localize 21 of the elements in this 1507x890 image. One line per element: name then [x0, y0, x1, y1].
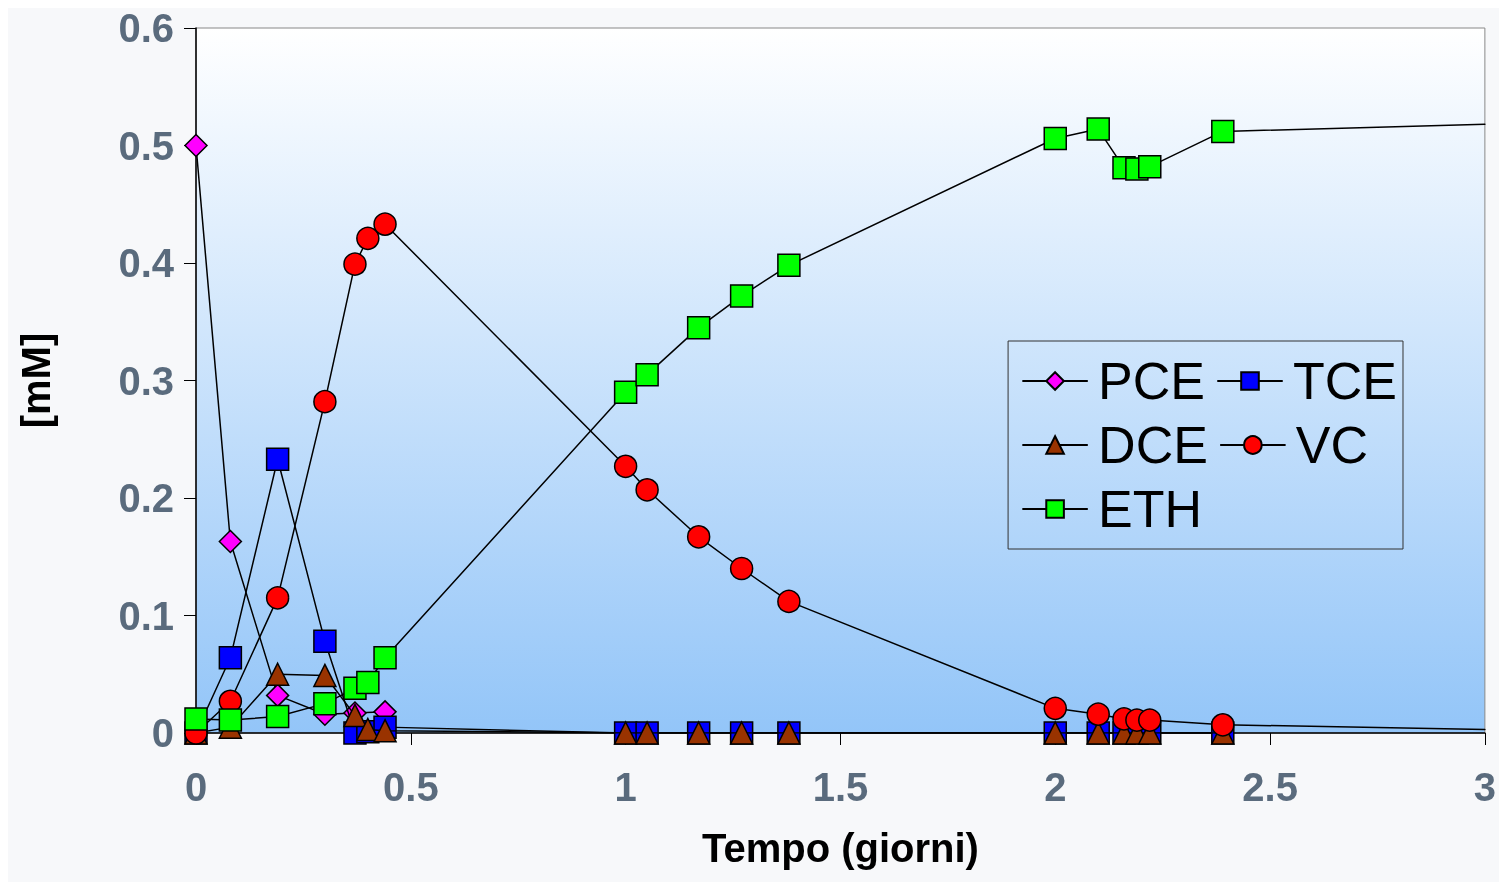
y-tick-label: 0.1: [118, 593, 174, 638]
x-axis-title: Tempo (giorni): [701, 826, 979, 870]
y-tick-label: 0.6: [118, 6, 174, 50]
y-tick-label: 0: [151, 711, 174, 755]
x-tick-label: 0.5: [383, 765, 439, 809]
x-tick-label: 1.5: [812, 765, 869, 809]
legend-label: TCE: [1293, 352, 1397, 410]
x-tick-label: 3: [1473, 765, 1496, 809]
y-tick-label: 0.4: [118, 241, 175, 285]
x-tick-label: 1: [614, 765, 637, 809]
y-tick-label: 0.2: [118, 476, 174, 520]
legend-label: ETH: [1098, 480, 1203, 538]
legend-label: PCE: [1098, 352, 1205, 410]
x-tick-label: 2: [1044, 765, 1067, 809]
y-axis-title: [mM]: [14, 332, 58, 429]
y-tick-label: 0.3: [118, 358, 174, 403]
x-tick-label: 2.5: [1242, 765, 1298, 809]
legend-label: DCE: [1098, 416, 1208, 474]
y-tick-label: 0.5: [118, 123, 174, 168]
x-tick-label: 0: [184, 765, 208, 809]
legend-label: VC: [1295, 416, 1369, 474]
